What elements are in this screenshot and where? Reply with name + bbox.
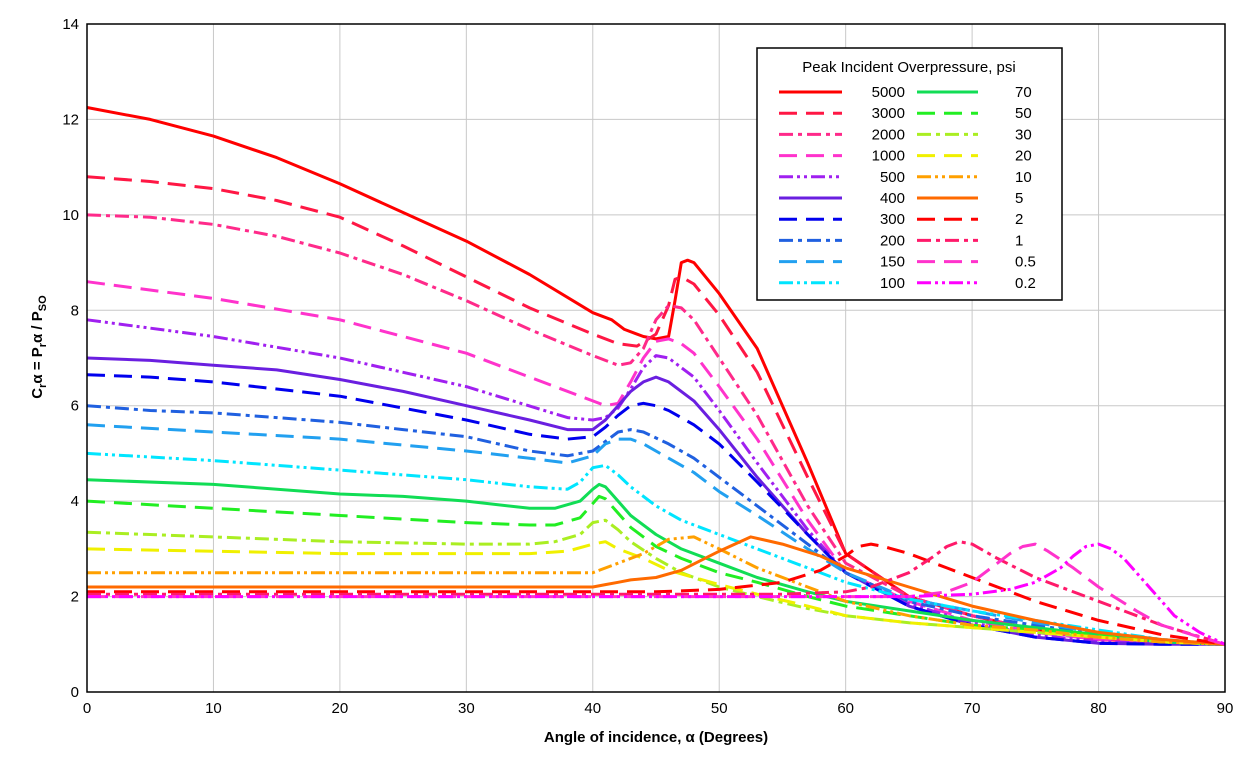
plot-frame: [86, 23, 1226, 693]
x-tick-label: 70: [964, 700, 981, 717]
series-line-300: [86, 373, 1225, 646]
legend-label-200: 200: [880, 232, 905, 249]
y-title-p-sub: r: [37, 342, 49, 347]
legend-label-5: 5: [1015, 190, 1023, 207]
legend-label-5000: 5000: [872, 84, 905, 101]
legend-label-150: 150: [880, 254, 905, 271]
legend-label-0_2: 0.2: [1015, 275, 1036, 292]
x-tick-label: 60: [837, 700, 854, 717]
legend-label-2: 2: [1015, 211, 1023, 228]
legend: Peak Incident Overpressure, psi 50003000…: [756, 47, 1063, 301]
legend-box: [756, 47, 1063, 301]
legend-label-30: 30: [1015, 126, 1032, 143]
series-line-10: [87, 535, 1226, 646]
y-axis-title: Crα = Prα / PSO: [29, 295, 49, 399]
x-tick-label: 80: [1090, 700, 1107, 717]
legend-label-3000: 3000: [872, 105, 905, 122]
series-line-100: [86, 451, 1226, 646]
x-tick-label: 30: [458, 700, 475, 717]
y-tick-label: 12: [62, 111, 79, 128]
x-tick-label: 0: [83, 700, 91, 717]
legend-label-500: 500: [880, 169, 905, 186]
y-tick-label: 6: [71, 398, 79, 415]
series-line-50: [86, 494, 1226, 646]
legend-label-100: 100: [880, 275, 905, 292]
legend-label-300: 300: [880, 211, 905, 228]
series-line-0_2: [87, 542, 1226, 646]
series-line-200: [86, 404, 1226, 646]
y-title-eq: α = P: [29, 347, 46, 383]
x-axis-title: Angle of incidence, α (Degrees): [544, 729, 768, 746]
legend-title: Peak Incident Overpressure, psi: [802, 59, 1015, 76]
legend-label-50: 50: [1015, 105, 1032, 122]
x-tick-label: 90: [1217, 700, 1234, 717]
legend-label-1000: 1000: [872, 148, 905, 165]
series-line-3000: [86, 175, 1226, 646]
series-line-2: [87, 542, 1226, 646]
y-title-rest: α / P: [29, 311, 46, 343]
legend-label-70: 70: [1015, 84, 1032, 101]
y-tick-label: 2: [71, 589, 79, 606]
legend-label-10: 10: [1015, 169, 1032, 186]
x-tick-label: 40: [584, 700, 601, 717]
x-tick-label: 50: [711, 700, 728, 717]
series-line-30: [86, 518, 1226, 646]
y-title-c: C: [29, 388, 46, 399]
y-tick-label: 10: [62, 207, 79, 224]
legend-label-400: 400: [880, 190, 905, 207]
y-tick-label: 4: [71, 493, 79, 510]
series-line-150: [86, 423, 1226, 646]
series-line-1: [87, 540, 1226, 646]
legend-items: 5000 3000 2000 1000 500 400 300 200 150 100 70 50 30…: [779, 84, 1036, 292]
y-title-so-sub: SO: [37, 295, 49, 311]
y-tick-label: 0: [71, 684, 79, 701]
x-tick-label: 20: [332, 700, 349, 717]
y-title-c-sub: r: [37, 383, 49, 388]
series-line-2000: [86, 213, 1226, 646]
series-line-70: [86, 478, 1226, 646]
y-tick-label: 14: [62, 16, 79, 33]
legend-label-0_5: 0.5: [1015, 254, 1036, 271]
series-line-5: [87, 535, 1226, 646]
x-tick-label: 10: [205, 700, 222, 717]
y-tick-label: 8: [71, 302, 79, 319]
series-lines: [86, 106, 1226, 646]
legend-label-2000: 2000: [872, 126, 905, 143]
legend-label-20: 20: [1015, 148, 1032, 165]
legend-label-1: 1: [1015, 232, 1023, 249]
series-line-1000: [86, 280, 1226, 646]
